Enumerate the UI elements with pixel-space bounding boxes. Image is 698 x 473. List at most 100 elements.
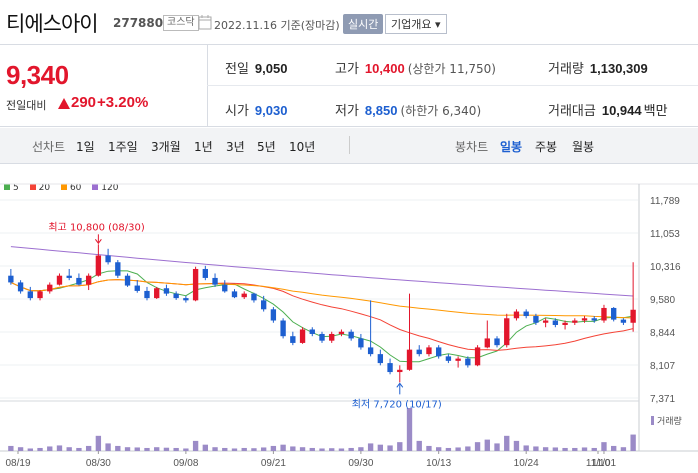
volume-bar xyxy=(241,447,247,451)
tab-weekly[interactable]: 주봉 xyxy=(535,140,558,154)
legend-ma60: 60 xyxy=(60,183,81,193)
ma60-line xyxy=(10,279,634,319)
divider xyxy=(207,45,208,127)
volume-bar xyxy=(367,443,374,451)
volume-bar xyxy=(309,447,315,451)
candle-body xyxy=(144,290,150,299)
candle-body xyxy=(17,282,24,292)
volume-bar xyxy=(144,447,150,451)
y-tick-label: 9,580 xyxy=(650,295,675,306)
candle-body xyxy=(76,277,82,285)
chart-tabs: 선차트 1일 1주일 3개월 1년 3년 5년 10년 봉차트 일봉 주봉 월봉 xyxy=(0,128,698,164)
volume-bar xyxy=(17,447,24,451)
volume-bar xyxy=(474,442,481,451)
volume-bar xyxy=(290,446,296,451)
candle-body xyxy=(66,275,72,278)
volume-bar xyxy=(173,447,179,451)
realtime-button[interactable]: 실시간 xyxy=(343,14,384,34)
volume-bar xyxy=(66,447,72,451)
volume-bar xyxy=(47,446,53,451)
candle-body xyxy=(630,309,636,323)
tab-1d[interactable]: 1일 xyxy=(76,140,95,154)
volume-bar xyxy=(338,448,345,451)
volume-bar xyxy=(85,445,92,451)
volume-bar xyxy=(222,447,228,451)
candle-body xyxy=(280,320,286,337)
candle-body xyxy=(56,275,63,285)
tab-3m[interactable]: 3개월 xyxy=(151,140,181,154)
company-overview-dropdown[interactable]: 기업개요 ▾ xyxy=(385,14,447,34)
candle-body xyxy=(397,369,403,373)
y-tick-label: 8,844 xyxy=(650,328,675,339)
candle-body xyxy=(523,311,529,317)
x-tick-label: 09/08 xyxy=(173,458,198,469)
x-tick-label: 08/30 xyxy=(86,458,111,469)
ma5-line xyxy=(10,270,634,363)
min-arrow-head xyxy=(396,382,404,388)
tab-5y[interactable]: 5년 xyxy=(257,140,276,154)
legend-ma5: 5 xyxy=(4,183,19,193)
divider xyxy=(349,136,350,154)
volume-bar xyxy=(504,435,510,451)
change-label: 전일대비 xyxy=(6,99,47,112)
volume-bar xyxy=(445,447,452,451)
volume-bar xyxy=(465,446,471,451)
candle-body xyxy=(212,277,218,285)
candle-body xyxy=(241,293,247,298)
volume-bar xyxy=(436,447,442,451)
stock-name: 티에스아이 xyxy=(6,12,99,36)
tab-10y[interactable]: 10년 xyxy=(289,140,316,154)
candle-body xyxy=(426,347,432,355)
candle-body xyxy=(329,333,335,341)
volume-bar xyxy=(455,447,461,451)
volume-bar xyxy=(95,435,102,451)
line-chart-label: 선차트 xyxy=(32,140,66,154)
legend-ma20: 20 xyxy=(29,183,50,193)
volume-bar xyxy=(591,447,597,451)
volume-bar xyxy=(163,447,170,451)
calendar-icon xyxy=(198,15,212,30)
volume-bar xyxy=(377,444,384,451)
volume-bar xyxy=(620,447,627,451)
legend-ma120: 120 xyxy=(92,183,118,193)
tab-monthly[interactable]: 월봉 xyxy=(572,140,595,154)
volume-bar xyxy=(183,448,189,451)
candle-body xyxy=(105,255,111,263)
candle-body xyxy=(455,358,461,361)
volume-bar xyxy=(115,445,121,451)
volume-bar xyxy=(251,448,257,451)
volume-bar xyxy=(319,448,325,451)
tab-1w[interactable]: 1주일 xyxy=(108,140,138,154)
candle-body xyxy=(377,354,384,364)
volume-bar xyxy=(416,440,422,451)
candle-body xyxy=(124,275,131,286)
volume-bar xyxy=(56,445,63,451)
candle-body xyxy=(134,285,140,291)
candle-body xyxy=(202,268,208,278)
divider xyxy=(207,85,698,86)
tab-1y[interactable]: 1년 xyxy=(194,140,213,154)
candle-body xyxy=(115,262,121,276)
tab-3y[interactable]: 3년 xyxy=(226,140,245,154)
stock-code: 277880 xyxy=(113,16,164,30)
volume-bar xyxy=(348,447,354,451)
stock-header: 티에스아이 277880 코스닥 2022.11.16 기준(장마감) 실시간 … xyxy=(0,0,698,45)
candle-body xyxy=(494,338,500,346)
candle-body xyxy=(572,320,578,323)
candle-body xyxy=(436,347,442,357)
candle-body xyxy=(154,288,160,299)
candle-body xyxy=(319,333,325,341)
volume-bar xyxy=(484,439,490,451)
candle-body xyxy=(484,338,490,348)
tab-daily[interactable]: 일봉 xyxy=(500,140,523,154)
volume-bar xyxy=(581,447,588,451)
open-price: 시가 9,030 xyxy=(225,103,288,119)
volume-bar xyxy=(562,447,568,451)
x-tick-label: 10/13 xyxy=(426,458,451,469)
volume-bar xyxy=(27,448,33,451)
min-annotation: 최저 7,720 (10/17) xyxy=(352,398,442,410)
volume-legend-label: 거래량 xyxy=(657,415,682,427)
legend-swatch xyxy=(4,184,10,190)
candle-body xyxy=(445,356,452,361)
price-chart[interactable]: 11,789 11,053 10,316 9,580 8,844 8,107 7,371 거래… xyxy=(0,164,698,473)
